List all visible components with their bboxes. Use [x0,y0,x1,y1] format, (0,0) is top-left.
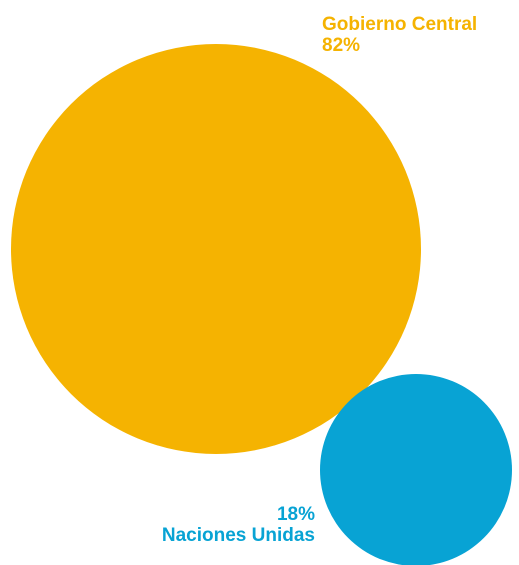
bubble-naciones-unidas [320,374,512,565]
series-name-gobierno-central: Gobierno Central [322,14,478,35]
label-gobierno-central: Gobierno Central 82% [322,14,477,57]
series-name-naciones-unidas: Naciones Unidas [161,525,315,547]
value-label-gobierno-central: 82% [322,35,361,57]
value-label-naciones-unidas: 18% [276,504,315,525]
label-naciones-unidas: 18% Naciones Unidas [162,504,315,547]
bubble-gobierno-central [11,44,421,454]
